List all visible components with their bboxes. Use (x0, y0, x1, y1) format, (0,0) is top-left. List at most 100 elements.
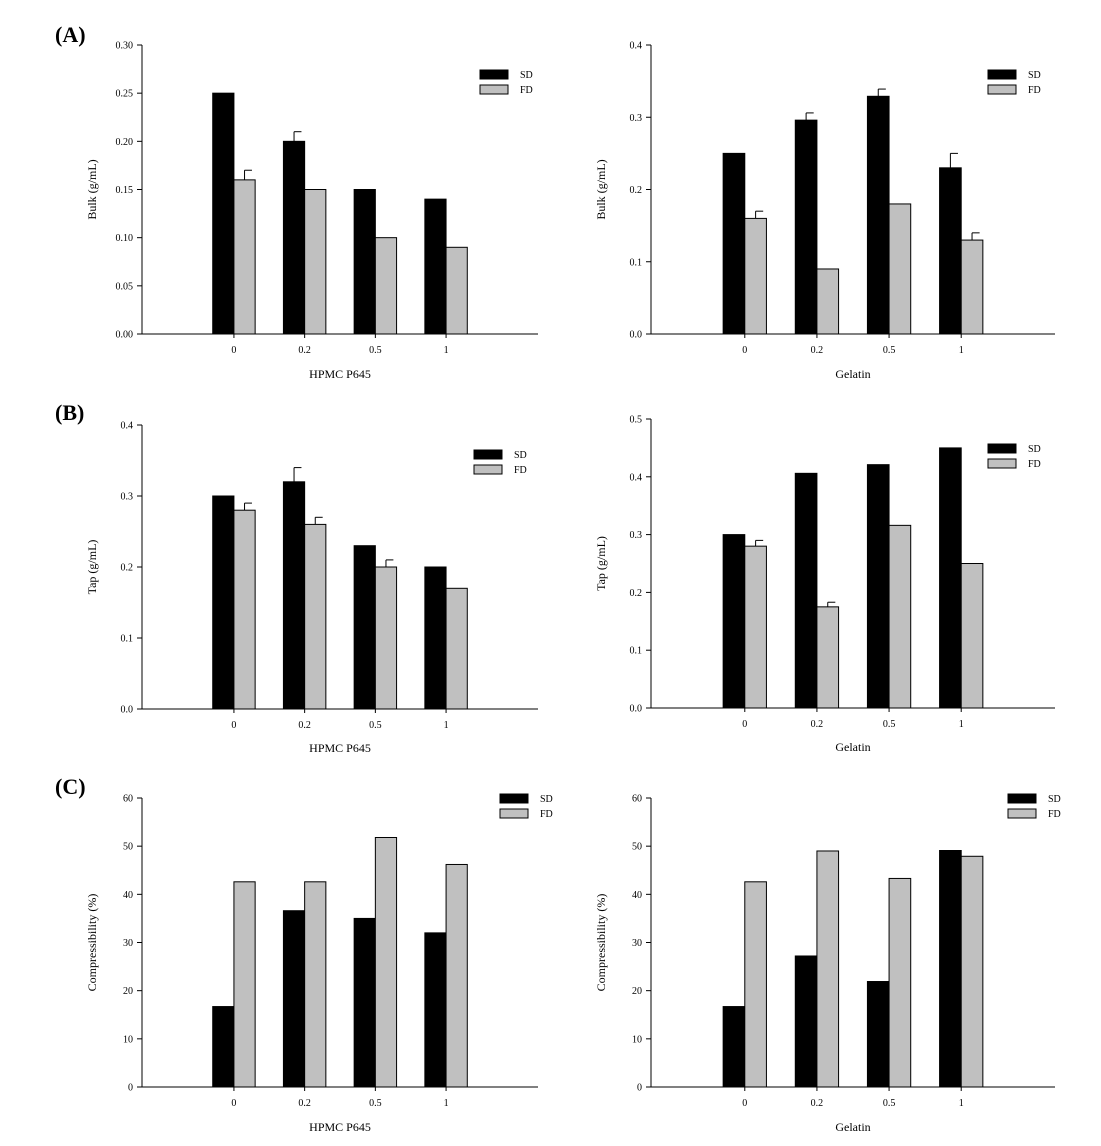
x-tick-label: 0.5 (883, 345, 896, 356)
y-tick-label: 0.4 (630, 472, 643, 483)
y-tick-label: 0.25 (116, 89, 134, 100)
legend-label-sd: SD (520, 70, 533, 81)
fd-bar (744, 217, 767, 335)
fd-bar (233, 881, 256, 1088)
sd-bar (794, 472, 818, 709)
fd-bar (744, 545, 767, 709)
fd-bar (960, 855, 984, 1088)
fd-bar (960, 563, 984, 709)
y-tick-label: 0.2 (630, 185, 643, 196)
sd-bar (282, 910, 306, 1088)
y-tick-label: 0.10 (116, 233, 134, 244)
y-tick-label: 60 (123, 794, 133, 805)
fd-bar (233, 179, 256, 335)
y-axis-title: Tap (g/mL) (85, 540, 99, 595)
fd-bar (304, 881, 327, 1088)
legend-label-fd: FD (1048, 809, 1061, 820)
x-tick-label: 1 (444, 720, 449, 731)
legend: SD FD (473, 449, 527, 476)
legend-swatch-sd (987, 69, 1017, 80)
x-axis-title: Gelatin (835, 740, 870, 754)
fd-bar (888, 203, 912, 335)
x-tick-label: 0 (231, 720, 236, 731)
y-tick-label: 0.2 (630, 588, 643, 599)
legend: SD FD (987, 69, 1041, 96)
sd-bar (939, 167, 962, 335)
x-tick-label: 1 (959, 1098, 964, 1109)
y-tick-label: 60 (632, 794, 642, 805)
sd-bar (722, 1006, 746, 1088)
fd-bar (445, 587, 468, 710)
legend-label-fd: FD (520, 85, 533, 96)
x-tick-label: 0.2 (298, 345, 311, 356)
x-tick-label: 1 (444, 345, 449, 356)
x-tick-label: 0.2 (811, 719, 824, 730)
y-tick-label: 0.1 (121, 634, 134, 645)
y-axis-title: Compressibility (%) (594, 894, 608, 992)
y-tick-label: 0.1 (630, 257, 643, 268)
panel-label-a: (A) (55, 22, 86, 47)
fd-bar (233, 509, 256, 710)
legend-swatch-fd (987, 458, 1017, 469)
fd-bar (744, 881, 767, 1088)
sd-bar (353, 189, 376, 335)
x-tick-label: 1 (444, 1098, 449, 1109)
y-tick-label: 0.4 (630, 41, 643, 52)
sd-bar (212, 495, 235, 710)
y-tick-label: 40 (632, 890, 642, 901)
sd-bar (939, 447, 962, 709)
x-axis-title: HPMC P645 (309, 367, 371, 381)
x-tick-label: 0.5 (883, 1098, 896, 1109)
y-axis-title: Tap (g/mL) (594, 536, 608, 591)
legend-swatch-fd (473, 464, 503, 475)
x-tick-label: 0.2 (298, 720, 311, 731)
legend-label-fd: FD (514, 465, 527, 476)
chart-B-gelatin: 0.0 0.1 0.2 0.3 0.4 0.5 Tap (g/mL) Gelatin 0 0.2 0… (594, 415, 1055, 754)
y-tick-label: 0.1 (630, 646, 643, 657)
sd-bar (353, 545, 376, 710)
fd-bar (374, 566, 398, 710)
x-axis-title: Gelatin (835, 367, 870, 381)
y-tick-label: 0.05 (116, 281, 134, 292)
legend-label-sd: SD (540, 794, 553, 805)
y-tick-label: 0.3 (630, 530, 643, 541)
fd-bar (374, 836, 398, 1088)
x-tick-label: 0.2 (298, 1098, 311, 1109)
x-tick-label: 0.5 (369, 720, 382, 731)
fd-bar (816, 850, 840, 1088)
x-tick-label: 1 (959, 719, 964, 730)
y-tick-label: 0 (128, 1083, 133, 1094)
y-tick-label: 0.20 (116, 137, 134, 148)
y-tick-label: 10 (123, 1034, 133, 1045)
legend: SD FD (499, 793, 553, 820)
legend-swatch-sd (473, 449, 503, 460)
y-tick-label: 0.3 (630, 113, 643, 124)
y-tick-label: 20 (632, 986, 642, 997)
x-tick-label: 0 (742, 345, 747, 356)
sd-bar (866, 464, 890, 709)
x-tick-label: 0.5 (369, 345, 382, 356)
y-tick-label: 0.30 (116, 41, 134, 52)
y-tick-label: 0.0 (121, 705, 134, 716)
x-axis-title: HPMC P645 (309, 1120, 371, 1134)
fd-bar (304, 189, 327, 335)
fd-bar (888, 877, 912, 1088)
fd-bar (445, 863, 468, 1088)
fd-bar (816, 268, 840, 335)
sd-bar (282, 140, 306, 335)
y-axis-title: Bulk (g/mL) (85, 159, 99, 219)
x-tick-label: 0 (231, 1098, 236, 1109)
x-axis-title: Gelatin (835, 1120, 870, 1134)
legend-label-sd: SD (1028, 444, 1041, 455)
sd-bar (424, 566, 447, 710)
y-tick-label: 0.5 (630, 415, 643, 426)
y-tick-label: 40 (123, 890, 133, 901)
y-tick-label: 0.2 (121, 563, 134, 574)
sd-bar (424, 932, 447, 1088)
sd-bar (212, 92, 235, 335)
